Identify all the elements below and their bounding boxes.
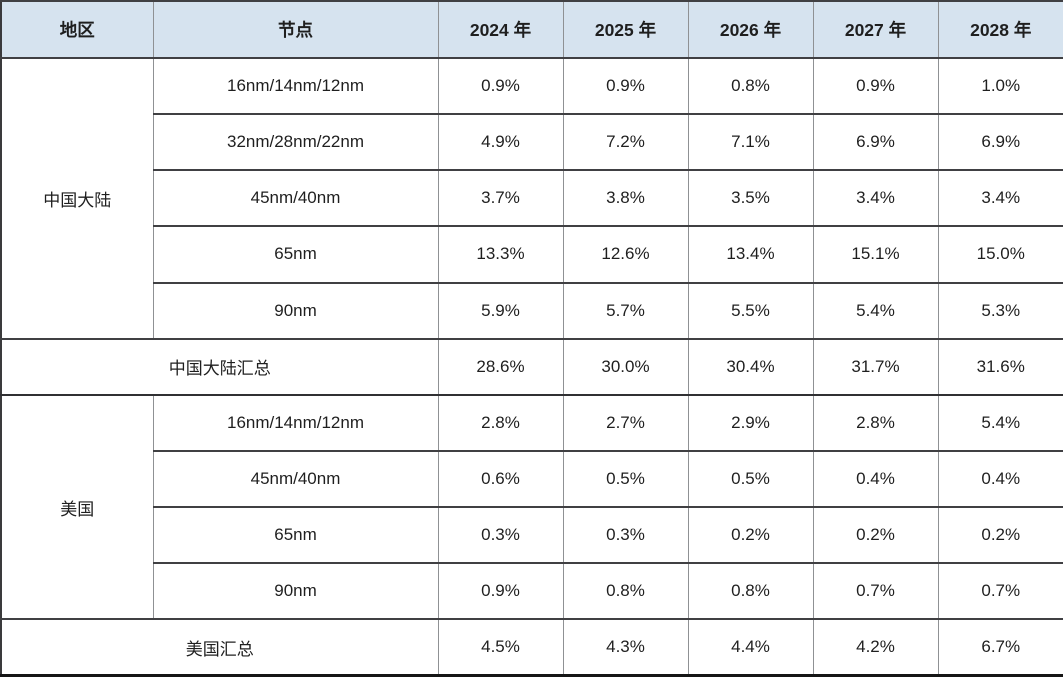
column-header: 2027 年 — [812, 0, 939, 59]
node-cell: 90nm — [152, 281, 439, 340]
value-cell: 6.9% — [812, 113, 939, 172]
value-cell: 3.8% — [562, 169, 689, 228]
value-cell: 2.7% — [562, 393, 689, 452]
table-row: 45nm/40nm 0.6% 0.5% 0.5% 0.4% 0.4% — [1, 449, 1063, 509]
region-cell: 美国 — [0, 393, 154, 621]
value-cell: 5.4% — [812, 281, 939, 340]
table-row: 65nm 13.3% 12.6% 13.4% 15.1% 15.0% — [1, 225, 1063, 284]
value-cell: 0.7% — [937, 562, 1063, 621]
summary-label-cell: 中国大陆汇总 — [0, 337, 439, 396]
table-row: 45nm/40nm 3.7% 3.8% 3.5% 3.4% 3.4% — [1, 169, 1063, 228]
value-cell: 12.6% — [562, 225, 689, 284]
value-cell: 2.9% — [687, 393, 814, 452]
value-cell: 0.2% — [937, 505, 1063, 565]
value-cell: 15.0% — [937, 225, 1063, 284]
node-cell: 65nm — [152, 225, 439, 284]
node-cell: 16nm/14nm/12nm — [152, 393, 439, 452]
table-row: 中国大陆 16nm/14nm/12nm 0.9% 0.9% 0.8% 0.9% 1.0% — [0, 56, 1063, 340]
value-cell: 0.4% — [812, 449, 939, 509]
value-cell: 5.4% — [937, 393, 1063, 452]
summary-value-cell: 4.5% — [437, 618, 564, 677]
column-header: 2028 年 — [937, 0, 1063, 59]
summary-value-cell: 4.4% — [687, 618, 814, 677]
value-cell: 4.9% — [437, 113, 564, 172]
value-cell: 0.5% — [687, 449, 814, 509]
value-cell: 7.2% — [562, 113, 689, 172]
value-cell: 0.6% — [437, 449, 564, 509]
summary-row: 美国汇总 4.5% 4.3% 4.4% 4.2% 6.7% — [0, 618, 1063, 677]
node-cell: 45nm/40nm — [152, 169, 439, 228]
value-cell: 0.4% — [937, 449, 1063, 509]
column-header: 2025 年 — [562, 0, 689, 59]
value-cell: 15.1% — [812, 225, 939, 284]
region-cell: 中国大陆 — [0, 57, 154, 340]
value-cell: 0.9% — [437, 562, 564, 621]
summary-value-cell: 30.4% — [687, 337, 814, 396]
value-cell: 3.7% — [437, 169, 564, 228]
value-cell: 0.7% — [812, 562, 939, 621]
value-cell: 3.4% — [812, 169, 939, 228]
summary-value-cell: 6.7% — [937, 618, 1063, 677]
node-cell: 16nm/14nm/12nm — [152, 56, 439, 116]
table-row: 32nm/28nm/22nm 4.9% 7.2% 7.1% 6.9% 6.9% — [1, 113, 1063, 172]
node-cell: 65nm — [152, 505, 439, 565]
value-cell: 0.8% — [687, 56, 814, 116]
value-cell: 0.8% — [687, 562, 814, 621]
value-cell: 0.2% — [812, 505, 939, 565]
column-header: 节点 — [152, 0, 439, 59]
column-header: 2024 年 — [437, 0, 564, 59]
table-row: 90nm 5.9% 5.7% 5.5% 5.4% 5.3% — [1, 281, 1063, 340]
column-header: 地区 — [0, 0, 154, 59]
value-cell: 0.9% — [437, 56, 564, 116]
value-cell: 1.0% — [937, 56, 1063, 116]
value-cell: 5.3% — [937, 281, 1063, 340]
value-cell: 0.5% — [562, 449, 689, 509]
summary-value-cell: 30.0% — [562, 337, 689, 396]
value-cell: 6.9% — [937, 113, 1063, 172]
node-cell: 32nm/28nm/22nm — [152, 113, 439, 172]
value-cell: 0.9% — [562, 56, 689, 116]
table-row: 65nm 0.3% 0.3% 0.2% 0.2% 0.2% — [1, 505, 1063, 565]
node-cell: 90nm — [152, 562, 439, 621]
value-cell: 5.5% — [687, 281, 814, 340]
value-cell: 0.2% — [687, 505, 814, 565]
value-cell: 13.4% — [687, 225, 814, 284]
summary-label-cell: 美国汇总 — [0, 618, 439, 677]
node-cell: 45nm/40nm — [152, 449, 439, 509]
table-body: 中国大陆 16nm/14nm/12nm 0.9% 0.9% 0.8% 0.9% 1.0% 32… — [0, 56, 1063, 677]
summary-value-cell: 28.6% — [437, 337, 564, 396]
value-cell: 7.1% — [687, 113, 814, 172]
value-cell: 0.9% — [812, 56, 939, 116]
value-cell: 0.3% — [562, 505, 689, 565]
value-cell: 2.8% — [812, 393, 939, 452]
value-cell: 5.9% — [437, 281, 564, 340]
summary-value-cell: 4.3% — [562, 618, 689, 677]
table-row: 美国 16nm/14nm/12nm 2.8% 2.7% 2.9% 2.8% 5.4% — [0, 393, 1063, 621]
table-row: 90nm 0.9% 0.8% 0.8% 0.7% 0.7% — [1, 562, 1063, 621]
value-cell: 0.8% — [562, 562, 689, 621]
value-cell: 5.7% — [562, 281, 689, 340]
summary-value-cell: 4.2% — [812, 618, 939, 677]
value-cell: 0.3% — [437, 505, 564, 565]
value-cell: 13.3% — [437, 225, 564, 284]
summary-value-cell: 31.7% — [812, 337, 939, 396]
header-row: 地区 节点 2024 年 2025 年 2026 年 2027 年 2028 年 — [0, 0, 1063, 59]
summary-value-cell: 31.6% — [937, 337, 1063, 396]
summary-row: 中国大陆汇总 28.6% 30.0% 30.4% 31.7% 31.6% — [0, 337, 1063, 396]
column-header: 2026 年 — [687, 0, 814, 59]
value-cell: 2.8% — [437, 393, 564, 452]
value-cell: 3.4% — [937, 169, 1063, 228]
value-cell: 3.5% — [687, 169, 814, 228]
